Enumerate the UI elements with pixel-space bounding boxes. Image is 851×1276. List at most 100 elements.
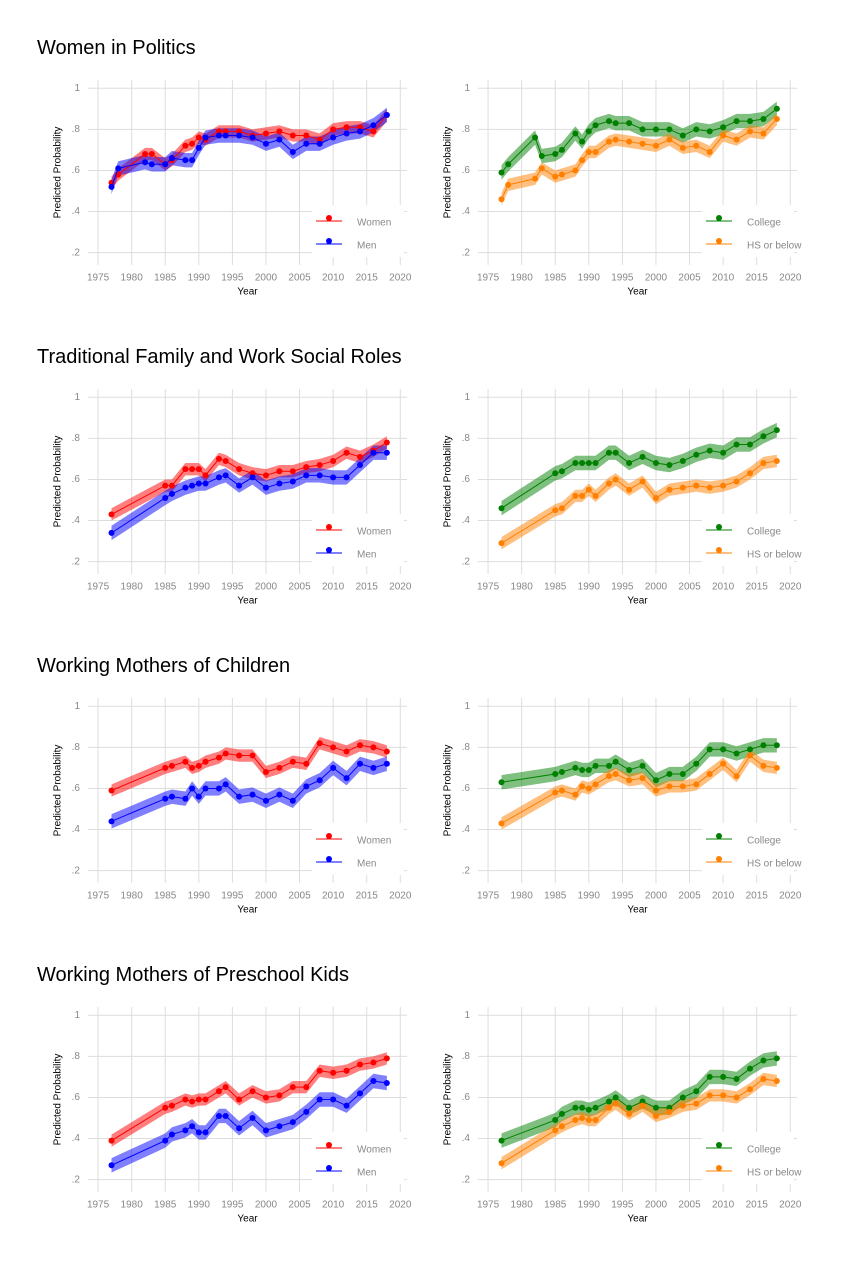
data-point (572, 492, 579, 499)
data-point (579, 1104, 586, 1111)
y-tick-label: .8 (462, 742, 471, 753)
data-point (303, 760, 310, 767)
data-point (498, 1160, 505, 1167)
data-point (639, 1098, 646, 1105)
x-tick-label: 1995 (221, 891, 244, 902)
legend-key-point (716, 1165, 722, 1171)
data-point (579, 1115, 586, 1121)
x-tick-label: 1995 (611, 891, 634, 902)
data-point (532, 134, 539, 141)
data-point (195, 466, 202, 473)
data-point (356, 462, 363, 469)
legend-label: Women (357, 1145, 391, 1156)
y-tick-label: .6 (462, 165, 471, 176)
data-point (189, 1123, 196, 1130)
y-tick-label: .6 (462, 474, 471, 485)
y-tick-label: .2 (462, 247, 471, 258)
data-point (498, 169, 505, 176)
x-tick-label: 2010 (322, 891, 345, 902)
data-point (356, 1061, 363, 1068)
x-tick-label: 2005 (288, 582, 311, 593)
y-tick-label: 1 (74, 83, 80, 94)
x-axis-label: Year (237, 596, 258, 607)
data-point (222, 132, 229, 139)
data-point (356, 760, 363, 767)
legend-key-point (326, 1165, 332, 1171)
data-point (162, 1137, 169, 1144)
data-point (706, 1073, 713, 1080)
data-point (383, 1080, 390, 1087)
legend-label: Women (357, 527, 391, 538)
data-point (303, 140, 310, 147)
x-tick-label: 2020 (779, 273, 802, 284)
data-point (316, 1096, 323, 1103)
data-point (330, 764, 337, 771)
x-tick-label: 2000 (255, 1200, 278, 1211)
data-point (249, 474, 256, 481)
data-point (276, 468, 283, 475)
data-point (558, 505, 565, 512)
data-point (746, 128, 753, 135)
data-point (605, 762, 612, 769)
legend-key-point (716, 524, 722, 530)
legend-label: HS or below (747, 1168, 802, 1179)
data-point (733, 750, 740, 757)
y-tick-label: .8 (72, 433, 81, 444)
data-point (720, 1092, 727, 1099)
data-point (626, 1104, 633, 1111)
data-point (612, 758, 619, 765)
confidence-band (111, 756, 387, 829)
data-point (733, 1075, 740, 1082)
section-title: Women in Politics (37, 37, 196, 59)
data-point (222, 750, 229, 757)
data-point (706, 447, 713, 454)
legend-key-point (326, 856, 332, 862)
data-point (746, 1086, 753, 1093)
data-point (760, 742, 767, 749)
data-point (733, 136, 740, 143)
x-axis-label: Year (237, 287, 258, 298)
legend-key-point (716, 833, 722, 839)
data-point (639, 478, 646, 485)
y-tick-label: .8 (462, 433, 471, 444)
data-point (276, 1092, 283, 1099)
data-point (773, 742, 780, 749)
data-point (652, 494, 659, 501)
x-tick-label: 2020 (389, 1200, 412, 1211)
data-point (585, 148, 592, 155)
legend-label: Women (357, 218, 391, 229)
x-tick-label: 2010 (712, 1200, 735, 1211)
data-point (652, 142, 659, 149)
x-tick-label: 1990 (578, 1200, 601, 1211)
x-tick-label: 1995 (611, 1200, 634, 1211)
data-point (605, 449, 612, 456)
data-point (356, 128, 363, 135)
data-point (592, 492, 599, 499)
data-point (182, 795, 189, 802)
data-point (189, 482, 196, 489)
data-point (505, 181, 512, 188)
data-point (679, 783, 686, 790)
y-axis-label: Predicted Probability (53, 1054, 64, 1146)
data-point (605, 138, 612, 145)
data-point (558, 171, 565, 178)
data-point (215, 1112, 222, 1119)
data-point (585, 460, 592, 466)
data-point (552, 1127, 559, 1134)
data-point (592, 148, 599, 155)
data-point (343, 1067, 350, 1074)
data-point (195, 762, 202, 769)
x-tick-label: 1995 (611, 582, 634, 593)
data-point (733, 478, 740, 485)
y-tick-label: 1 (74, 701, 80, 712)
data-point (605, 480, 612, 487)
data-point (316, 472, 323, 479)
data-point (626, 1110, 633, 1117)
data-point (236, 793, 243, 800)
data-point (189, 1098, 196, 1105)
data-point (773, 116, 780, 123)
data-point (249, 134, 256, 141)
data-point (262, 472, 269, 479)
data-point (552, 507, 559, 514)
panel: Traditional Family and Work Social Roles… (37, 346, 412, 607)
